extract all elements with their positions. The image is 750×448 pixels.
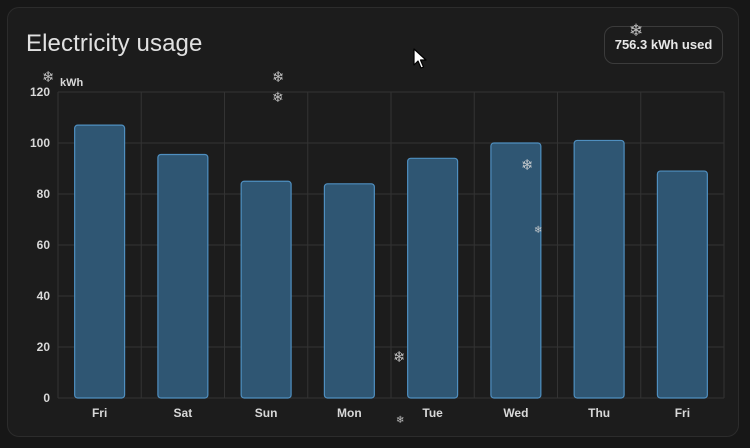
y-tick-label: 120 xyxy=(30,85,50,99)
bar-tue[interactable] xyxy=(407,157,459,399)
x-tick-label: Wed xyxy=(503,406,528,420)
mouse-pointer-icon xyxy=(413,48,427,69)
y-tick-label: 100 xyxy=(30,136,50,150)
y-axis-unit-label: kWh xyxy=(60,77,84,89)
bar-fri[interactable] xyxy=(656,170,708,399)
x-tick-label: Fri xyxy=(675,406,690,420)
card-title: Electricity usage xyxy=(26,30,203,57)
bar-thu[interactable] xyxy=(573,139,625,399)
bar-sat[interactable] xyxy=(157,153,209,399)
x-tick-label: Thu xyxy=(588,406,610,420)
y-tick-label: 40 xyxy=(37,289,51,303)
usage-bar-chart: 0 20 40 60 80 100 120 kWh Fri Sat Sun Mon Tue Wed Thu F… xyxy=(30,77,725,420)
x-tick-label: Sun xyxy=(255,406,278,420)
x-tick-label: Sat xyxy=(174,406,193,420)
bar-mon[interactable] xyxy=(323,183,375,399)
bar-fri[interactable] xyxy=(74,124,126,399)
electricity-usage-card: Electricity usage 756.3 kWh used 0 20 40 60… xyxy=(7,7,739,437)
bar-sun[interactable] xyxy=(240,180,292,399)
x-tick-label: Mon xyxy=(337,406,362,420)
y-tick-label: 0 xyxy=(43,391,50,405)
bar-wed[interactable] xyxy=(490,142,542,399)
x-tick-label: Tue xyxy=(422,406,443,420)
y-tick-label: 20 xyxy=(37,340,51,354)
x-tick-label: Fri xyxy=(92,406,107,420)
y-tick-label: 60 xyxy=(37,238,51,252)
total-usage-badge[interactable]: 756.3 kWh used xyxy=(604,26,723,64)
y-tick-label: 80 xyxy=(37,187,51,201)
